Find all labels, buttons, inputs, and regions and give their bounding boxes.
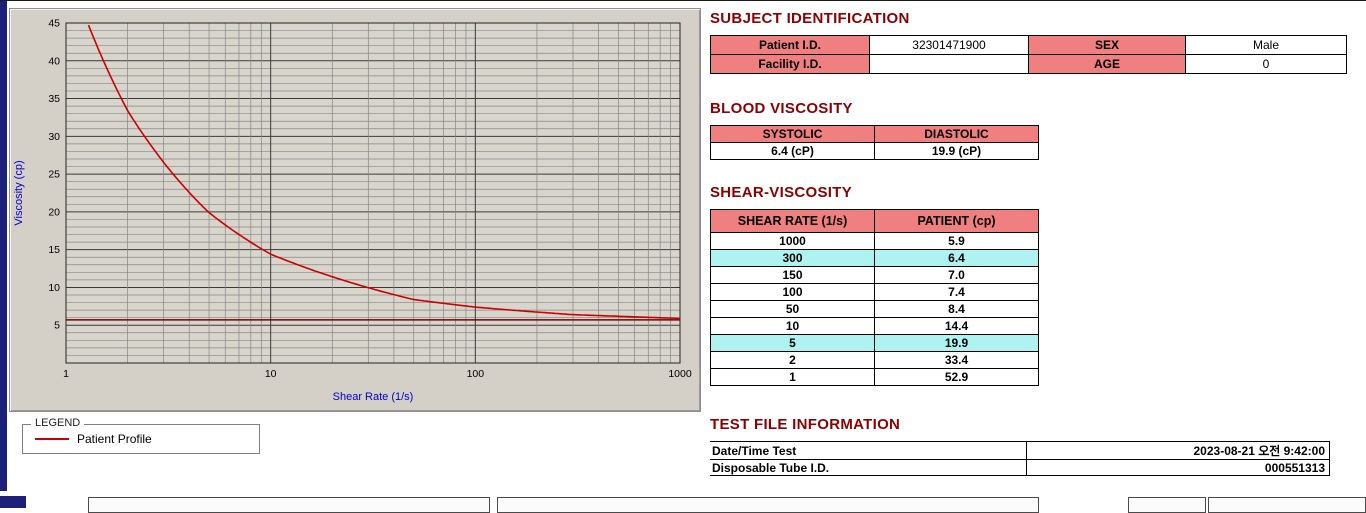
table-row: Facility I.D. AGE 0: [710, 54, 1347, 74]
shear-table-row: 1000 5.9: [710, 232, 1039, 250]
viscosity-chart-panel: 5 10 15 20 25 30 35 40 45 1 10 100 1000 Shear Rate (1…: [9, 8, 701, 412]
cutoff-widget: [88, 497, 490, 513]
shear-table-row: 5 19.9: [710, 334, 1039, 352]
patient-viscosity-cell: 14.4: [874, 317, 1039, 335]
shear-rate-cell: 1: [710, 368, 875, 386]
patient-viscosity-cell: 7.4: [874, 283, 1039, 301]
shear-rate-cell: 150: [710, 266, 875, 284]
subject-field-value: 32301471900: [869, 35, 1029, 55]
patient-column-header: PATIENT (cp): [874, 209, 1039, 233]
table-row: Disposable Tube I.D. 000551313: [710, 459, 1330, 476]
shear-table-row: 100 7.4: [710, 283, 1039, 301]
blood-viscosity-heading: BLOOD VISCOSITY: [710, 100, 853, 117]
patient-viscosity-cell: 52.9: [874, 368, 1039, 386]
cutoff-taskbar-corner: [0, 496, 26, 508]
svg-text:30: 30: [48, 131, 60, 143]
svg-text:1: 1: [63, 368, 69, 380]
svg-text:10: 10: [265, 368, 277, 380]
patient-viscosity-cell: 33.4: [874, 351, 1039, 369]
shear-rate-column-header: SHEAR RATE (1/s): [710, 209, 875, 233]
date-time-test-label: Date/Time Test: [710, 441, 1027, 460]
patient-viscosity-cell: 6.4: [874, 249, 1039, 267]
svg-text:Shear Rate (1/s): Shear Rate (1/s): [333, 391, 414, 403]
subject-field-label: Facility I.D.: [710, 54, 870, 74]
shear-table-row: 300 6.4: [710, 249, 1039, 267]
legend-series-label: Patient Profile: [77, 432, 152, 446]
shear-viscosity-table: SHEAR RATE (1/s) PATIENT (cp) 1000 5.9 300…: [710, 209, 1039, 386]
test-file-information-table: Date/Time Test 2023-08-21 오전 9:42:00 Dis…: [710, 441, 1330, 476]
cutoff-widget: [1208, 497, 1366, 513]
diastolic-header: DIASTOLIC: [874, 125, 1039, 143]
subject-field-value: Male: [1185, 35, 1347, 55]
shear-viscosity-chart: 5 10 15 20 25 30 35 40 45 1 10 100 1000 Shear Rate (1…: [13, 18, 692, 404]
svg-text:20: 20: [48, 206, 60, 218]
subject-field-value: [869, 54, 1029, 74]
svg-text:1000: 1000: [668, 368, 692, 380]
subject-identification-heading: SUBJECT IDENTIFICATION: [710, 10, 910, 27]
cutoff-widget: [1128, 497, 1206, 513]
subject-field-label: Patient I.D.: [710, 35, 870, 55]
window-left-edge: [0, 1, 7, 491]
shear-viscosity-heading: SHEAR-VISCOSITY: [710, 184, 853, 201]
chart-legend: LEGEND Patient Profile: [22, 417, 260, 454]
svg-text:5: 5: [54, 320, 60, 332]
systolic-value: 6.4 (cP): [710, 142, 875, 160]
svg-text:Viscosity (cp): Viscosity (cp): [13, 160, 25, 225]
svg-text:40: 40: [48, 55, 60, 67]
shear-table-row: 150 7.0: [710, 266, 1039, 284]
shear-table-row: 50 8.4: [710, 300, 1039, 318]
blood-viscosity-table: SYSTOLIC DIASTOLIC 6.4 (cP) 19.9 (cP): [710, 125, 1039, 160]
date-time-test-value: 2023-08-21 오전 9:42:00: [1026, 441, 1330, 460]
patient-profile-line-swatch: [35, 438, 69, 440]
shear-table-row: 1 52.9: [710, 368, 1039, 386]
subject-identification-table: Patient I.D. 32301471900 SEX Male Facility I…: [710, 35, 1347, 74]
shear-rate-cell: 1000: [710, 232, 875, 250]
disposable-tube-id-label: Disposable Tube I.D.: [710, 459, 1027, 476]
shear-rate-cell: 100: [710, 283, 875, 301]
systolic-header: SYSTOLIC: [710, 125, 875, 143]
diastolic-value: 19.9 (cP): [874, 142, 1039, 160]
subject-field-label: SEX: [1028, 35, 1186, 55]
svg-text:25: 25: [48, 169, 60, 181]
svg-text:35: 35: [48, 93, 60, 105]
svg-text:10: 10: [48, 282, 60, 294]
shear-rate-cell: 50: [710, 300, 875, 318]
svg-text:15: 15: [48, 244, 60, 256]
patient-viscosity-cell: 8.4: [874, 300, 1039, 318]
info-panel: SUBJECT IDENTIFICATION Patient I.D. 32301…: [710, 10, 1347, 476]
patient-viscosity-cell: 7.0: [874, 266, 1039, 284]
test-file-information-heading: TEST FILE INFORMATION: [710, 416, 901, 433]
subject-field-value: 0: [1185, 54, 1347, 74]
shear-rate-cell: 2: [710, 351, 875, 369]
shear-table-row: 2 33.4: [710, 351, 1039, 369]
table-row: Date/Time Test 2023-08-21 오전 9:42:00: [710, 441, 1330, 460]
shear-rate-cell: 300: [710, 249, 875, 267]
legend-title: LEGEND: [31, 417, 85, 429]
table-row: Patient I.D. 32301471900 SEX Male: [710, 35, 1347, 55]
shear-rate-cell: 10: [710, 317, 875, 335]
cutoff-widget: [497, 497, 1039, 513]
subject-field-label: AGE: [1028, 54, 1186, 74]
patient-viscosity-cell: 5.9: [874, 232, 1039, 250]
disposable-tube-id-value: 000551313: [1026, 459, 1330, 476]
shear-rate-cell: 5: [710, 334, 875, 352]
svg-text:100: 100: [467, 368, 485, 380]
shear-table-row: 10 14.4: [710, 317, 1039, 335]
patient-viscosity-cell: 19.9: [874, 334, 1039, 352]
window-top-border: [0, 0, 1366, 1]
svg-text:45: 45: [48, 18, 60, 30]
